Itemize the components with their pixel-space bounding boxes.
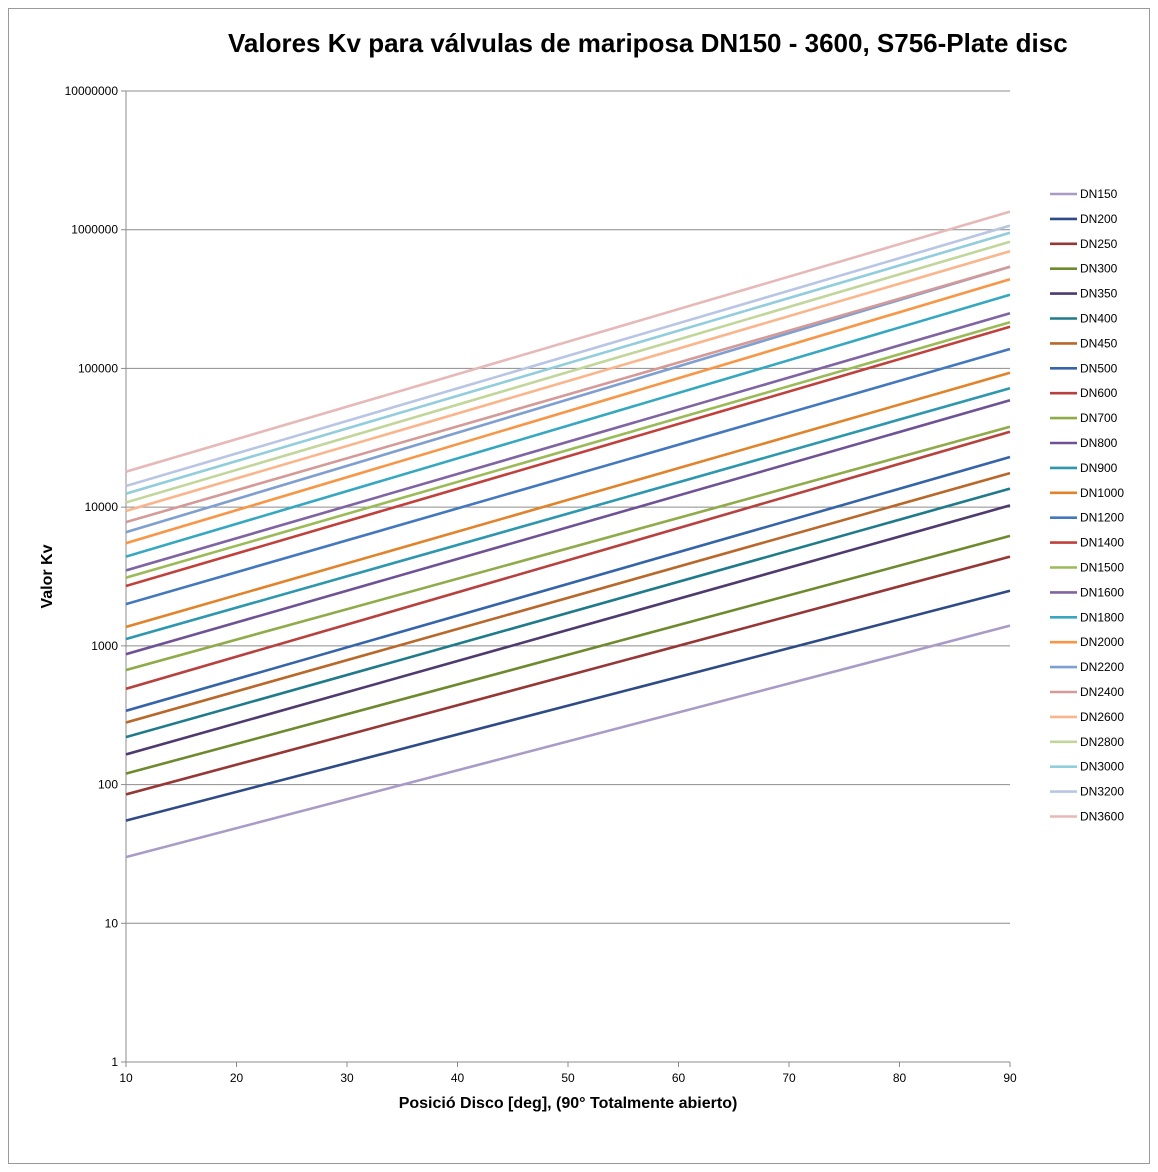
- legend-label-dn500: DN500: [1080, 361, 1118, 375]
- series-line-dn450: [125, 471, 1011, 724]
- y-tick-label-6: 1000000: [71, 223, 118, 237]
- legend-label-dn1400: DN1400: [1080, 536, 1124, 550]
- series-line-dn600: [125, 430, 1011, 691]
- legend-label-dn3000: DN3000: [1080, 760, 1124, 774]
- y-axis-title: Valor Kv: [39, 544, 56, 608]
- legend-label-dn1600: DN1600: [1080, 585, 1124, 599]
- legend-label-dn1200: DN1200: [1080, 511, 1124, 525]
- y-tick-label-1: 10: [105, 916, 119, 930]
- series-line-dn3600: [125, 210, 1011, 473]
- legend-label-dn900: DN900: [1080, 461, 1118, 475]
- legend-label-dn600: DN600: [1080, 386, 1118, 400]
- legend-label-dn150: DN150: [1080, 187, 1118, 201]
- legend-label-dn2000: DN2000: [1080, 635, 1124, 649]
- legend-label-dn250: DN250: [1080, 237, 1118, 251]
- x-tick-label-3: 40: [451, 1071, 465, 1085]
- legend-label-dn1500: DN1500: [1080, 561, 1124, 575]
- legend-label-dn1000: DN1000: [1080, 486, 1124, 500]
- legend-label-dn1800: DN1800: [1080, 610, 1124, 624]
- y-tick-label-7: 10000000: [65, 84, 119, 98]
- legend-label-dn450: DN450: [1080, 336, 1118, 350]
- series-line-dn800: [125, 398, 1011, 656]
- series-line-dn500: [125, 455, 1011, 713]
- series-line-dn1500: [125, 321, 1011, 579]
- series-line-dn3200: [125, 224, 1011, 488]
- x-tick-label-8: 90: [1003, 1071, 1017, 1085]
- series-line-dn700: [125, 425, 1011, 672]
- series-line-dn3000: [125, 231, 1011, 495]
- legend-label-dn2200: DN2200: [1080, 660, 1124, 674]
- series-line-dn2400: [125, 265, 1011, 524]
- legend-label-dn200: DN200: [1080, 212, 1118, 226]
- y-tick-label-3: 1000: [91, 639, 118, 653]
- series-line-dn2600: [125, 249, 1011, 513]
- x-tick-label-4: 50: [561, 1071, 575, 1085]
- series-line-dn900: [125, 386, 1011, 641]
- legend-label-dn300: DN300: [1080, 262, 1118, 276]
- legend-label-dn2400: DN2400: [1080, 685, 1124, 699]
- series-line-dn1400: [125, 325, 1011, 588]
- x-tick-label-1: 20: [230, 1071, 244, 1085]
- chart-title: Valores Kv para válvulas de mariposa DN1…: [228, 28, 1068, 58]
- series-line-dn2000: [125, 277, 1011, 545]
- series-line-dn1600: [125, 311, 1011, 572]
- series-line-dn1800: [125, 293, 1011, 558]
- y-tick-label-0: 1: [111, 1055, 118, 1069]
- legend-label-dn400: DN400: [1080, 312, 1118, 326]
- x-tick-label-5: 60: [672, 1071, 686, 1085]
- series-line-dn2800: [125, 240, 1011, 504]
- legend-label-dn350: DN350: [1080, 287, 1118, 301]
- x-tick-label-0: 10: [119, 1071, 133, 1085]
- x-axis-title: Posició Disco [deg], (90° Totalmente abi…: [399, 1095, 738, 1112]
- legend-label-dn800: DN800: [1080, 436, 1118, 450]
- series-line-dn350: [125, 504, 1011, 756]
- series-line-dn150: [125, 624, 1011, 859]
- series-line-dn200: [125, 589, 1011, 822]
- x-tick-label-6: 70: [782, 1071, 796, 1085]
- series-line-dn400: [125, 487, 1011, 739]
- x-tick-label-2: 30: [340, 1071, 354, 1085]
- chart-area: [8, 8, 1150, 1164]
- y-tick-label-4: 10000: [85, 500, 119, 514]
- legend-label-dn3200: DN3200: [1080, 785, 1124, 799]
- legend-label-dn700: DN700: [1080, 411, 1118, 425]
- legend-label-dn3600: DN3600: [1080, 810, 1124, 824]
- series-line-dn250: [125, 555, 1011, 796]
- series-line-dn1000: [125, 371, 1011, 629]
- y-tick-label-5: 100000: [78, 361, 118, 375]
- y-tick-label-2: 100: [98, 778, 118, 792]
- legend-label-dn2800: DN2800: [1080, 735, 1124, 749]
- series-line-dn300: [125, 534, 1011, 775]
- series-line-dn1200: [125, 347, 1011, 606]
- series-line-dn2200: [125, 265, 1011, 534]
- x-tick-label-7: 80: [893, 1071, 907, 1085]
- legend-label-dn2600: DN2600: [1080, 710, 1124, 724]
